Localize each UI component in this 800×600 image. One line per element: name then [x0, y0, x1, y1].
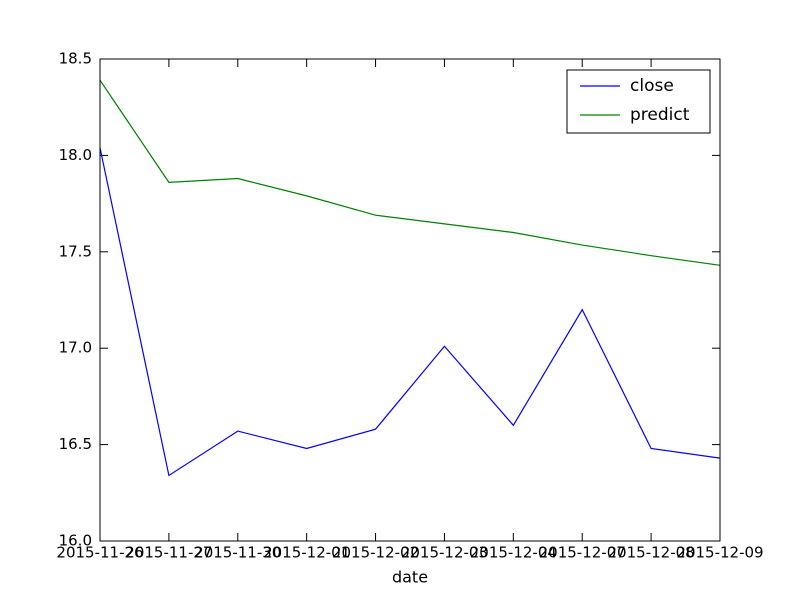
plot-frame [99, 58, 721, 542]
x-axis-label: date [392, 568, 428, 587]
x-tick-label: 2015-12-04 [470, 544, 557, 562]
line-series [99, 147, 721, 477]
x-tick-label: 2015-12-02 [332, 544, 419, 562]
x-tick-label: 2015-12-09 [676, 544, 763, 562]
x-tick-label: 2015-11-27 [125, 544, 212, 562]
y-tick-label: 16.0 [59, 532, 92, 550]
line-series [99, 79, 721, 266]
y-tick-label: 17.0 [59, 339, 92, 357]
y-tick-label: 17.5 [59, 242, 92, 260]
x-tick-label: 2015-12-07 [539, 544, 626, 562]
y-tick-label: 18.0 [59, 146, 92, 164]
x-tick-label: 2015-11-30 [194, 544, 281, 562]
legend-label: close [630, 76, 674, 96]
x-tick-label: 2015-12-01 [263, 544, 350, 562]
y-tick-label: 16.5 [59, 435, 92, 453]
x-tick-label: 2015-11-26 [56, 544, 143, 562]
x-tick-label: 2015-12-08 [608, 544, 695, 562]
legend-box [566, 69, 711, 134]
x-tick-label: 2015-12-03 [401, 544, 488, 562]
legend-label: predict [630, 105, 690, 125]
y-tick-label: 18.5 [59, 50, 92, 68]
